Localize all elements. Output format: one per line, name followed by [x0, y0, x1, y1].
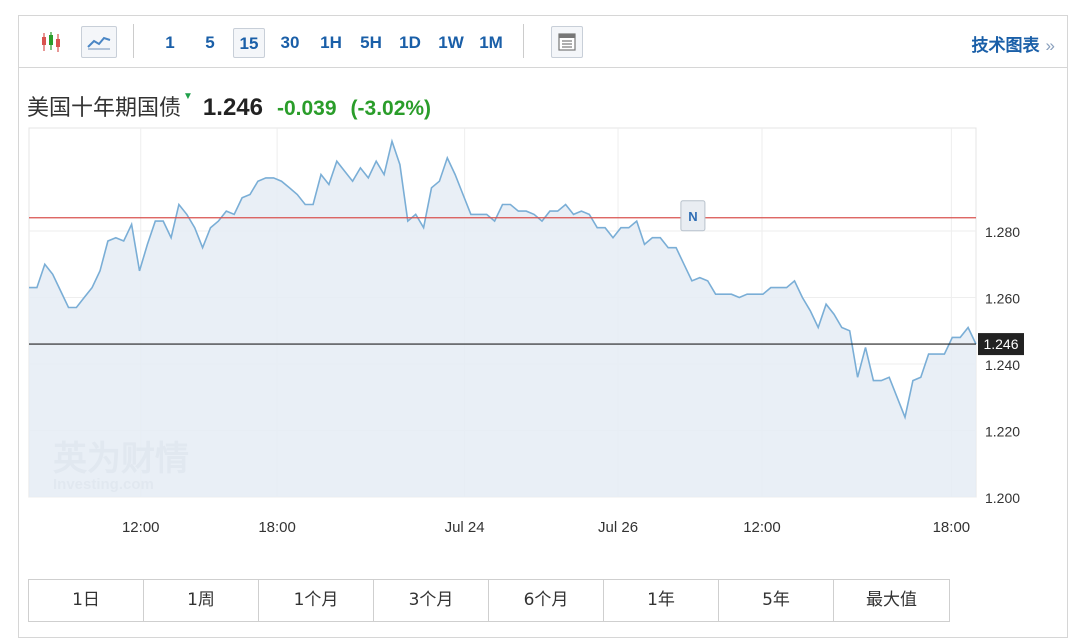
x-tick-label: 18:00 [933, 519, 971, 536]
y-tick-label: 1.200 [985, 490, 1020, 506]
technical-chart-link[interactable]: 技术图表 » [972, 31, 1055, 56]
interval-1d[interactable]: 1D [399, 33, 421, 52]
news-annotation-label: N [688, 209, 697, 224]
x-tick-label: 18:00 [258, 519, 296, 536]
interval-5h[interactable]: 5H [360, 33, 382, 52]
price-change: -0.039 [276, 97, 337, 120]
toolbar-divider [523, 24, 524, 58]
current-price-tag [978, 333, 1024, 356]
interval-1m[interactable]: 1M [479, 33, 503, 52]
y-tick-label: 1.280 [985, 224, 1020, 240]
toolbar-divider [133, 24, 134, 58]
interval-5[interactable]: 5 [205, 33, 215, 52]
y-tick-label: 1.240 [985, 357, 1020, 373]
last-price: 1.246 [202, 94, 263, 121]
price-chart[interactable]: 英为财情Investing.comN1.2001.2201.2401.2601.… [19, 16, 1067, 576]
range-button-1[interactable]: 1周 [144, 580, 259, 621]
interval-15[interactable]: 15 [233, 28, 265, 58]
interval-1h[interactable]: 1H [320, 33, 342, 52]
range-button-4[interactable]: 6个月 [489, 580, 604, 621]
news-annotation-marker [680, 200, 706, 232]
range-button-0[interactable]: 1日 [29, 580, 144, 621]
interval-1w[interactable]: 1W [438, 33, 464, 52]
table-view-icon[interactable] [551, 26, 583, 58]
current-price-tag-label: 1.246 [983, 336, 1018, 352]
x-tick-label: Jul 24 [445, 519, 485, 536]
candlestick-icon[interactable] [39, 26, 67, 58]
range-button-3[interactable]: 3个月 [374, 580, 489, 621]
range-button-2[interactable]: 1个月 [259, 580, 374, 621]
range-button-6[interactable]: 5年 [719, 580, 834, 621]
price-change-percent: (-3.02%) [350, 97, 432, 120]
double-chevron-right-icon: » [1045, 36, 1055, 55]
range-button-7[interactable]: 最大值 [866, 590, 917, 610]
down-triangle-icon: ▼ [183, 91, 193, 102]
price-line [29, 138, 977, 420]
range-button-5[interactable]: 1年 [604, 580, 719, 621]
instrument-name: 美国十年期国债 [27, 96, 182, 121]
x-tick-label: 12:00 [122, 519, 160, 536]
quote-header: 美国十年期国债 ▼ 1.246 -0.039 (-3.02%) [27, 90, 431, 122]
x-tick-label: 12:00 [743, 519, 781, 536]
time-range-selector: 1日 1周 1个月 3个月 6个月 1年 5年 最大值 [28, 579, 950, 622]
chart-toolbar: 1 5 15 30 1H 5H 1D 1W 1M 技术图表» [19, 16, 1067, 68]
technical-chart-label: 技术图表 [971, 36, 1040, 55]
y-tick-label: 1.220 [985, 424, 1020, 440]
x-tick-label: Jul 26 [598, 519, 638, 536]
interval-1[interactable]: 1 [165, 33, 175, 52]
interval-30[interactable]: 30 [280, 33, 300, 52]
chart-widget: 1 5 15 30 1H 5H 1D 1W 1M 技术图表» 美国十年期国债 ▼ 1.246 -… [18, 15, 1068, 638]
price-area-fill [29, 141, 976, 498]
y-tick-label: 1.260 [985, 291, 1020, 307]
line-chart-icon[interactable] [81, 26, 117, 58]
